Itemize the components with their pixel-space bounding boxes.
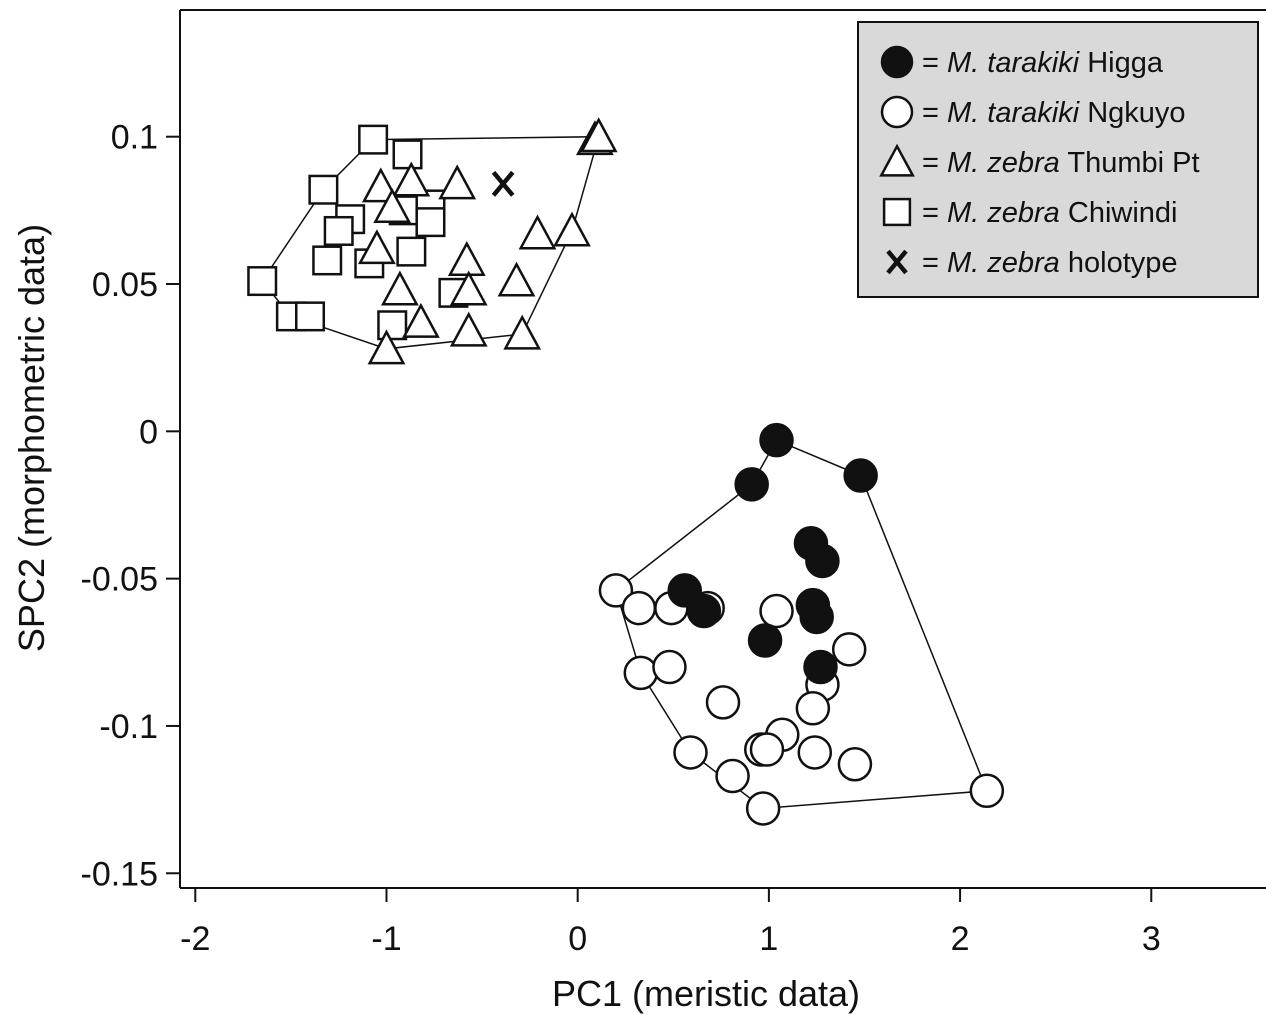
y-axis-ticks: 0.1 0.05 0 -0.05 -0.1 -0.15: [81, 119, 180, 893]
data-point: [381, 270, 419, 306]
legend-symbol-open-circle: [880, 95, 914, 129]
y-tick-label: -0.15: [81, 855, 159, 893]
data-point: [447, 240, 486, 276]
legend-label: = M. zebra Thumbi Pt: [922, 147, 1200, 179]
x-tick-label: 1: [759, 920, 778, 958]
data-point: [518, 214, 557, 250]
data-point: [497, 261, 536, 297]
data-point: [621, 590, 657, 626]
data-point: [831, 632, 867, 667]
data-point: [745, 791, 781, 826]
data-point: [749, 732, 785, 767]
x-tick-label: 3: [1142, 920, 1161, 958]
data-point: [799, 599, 834, 635]
data-point: [415, 207, 446, 238]
legend-symbol-filled-circle: [880, 45, 914, 79]
data-point: [438, 164, 477, 200]
legend-label: = M. zebra holotype: [922, 247, 1178, 279]
data-point: [392, 161, 431, 197]
data-point: [797, 735, 833, 770]
data-point: [705, 685, 741, 720]
x-tick-label: -1: [371, 920, 401, 958]
series-filled-circle: [667, 422, 878, 685]
legend-symbol-x-glyph: [886, 249, 908, 275]
legend-label: = M. zebra Chiwindi: [922, 197, 1178, 229]
data-point: [686, 593, 722, 629]
data-point: [715, 758, 750, 794]
data-point: [358, 229, 396, 265]
legend-item: = M. tarakiki Ngkuyo: [880, 95, 1186, 129]
data-point: [747, 623, 783, 658]
series-x-glyph: [491, 170, 515, 197]
data-point: [361, 167, 400, 203]
y-tick-label: 0.05: [92, 266, 158, 304]
data-point: [803, 649, 838, 685]
x-tick-label: 0: [568, 920, 587, 958]
legend: = M. tarakiki Higga = M. tarakiki Ngkuyo =…: [857, 21, 1259, 298]
legend-label: = M. tarakiki Ngkuyo: [922, 97, 1186, 129]
data-point: [805, 543, 840, 579]
data-point: [392, 139, 423, 170]
legend-item: = M. zebra Chiwindi: [882, 197, 1178, 229]
legend-box: [857, 21, 1259, 298]
data-point: [396, 236, 427, 267]
data-point: [308, 174, 339, 205]
data-point: [247, 266, 278, 297]
x-tick-label: -2: [180, 920, 210, 958]
y-axis-title: SPC2 (morphometric data): [11, 224, 52, 652]
data-point: [449, 311, 488, 347]
data-point: [759, 593, 794, 629]
legend-item: = M. tarakiki Higga: [880, 45, 1164, 79]
data-point: [295, 301, 326, 332]
data-point: [579, 117, 618, 153]
data-point: [598, 573, 634, 608]
data-point: [969, 773, 1005, 809]
series-open-triangle: [358, 117, 618, 365]
data-point: [652, 649, 687, 685]
data-point: [358, 124, 389, 155]
legend-items: = M. tarakiki Higga = M. tarakiki Ngkuyo =…: [879, 45, 1200, 279]
data-point: [623, 655, 659, 691]
data-point: [837, 747, 873, 782]
data-point: [673, 735, 708, 770]
data-point: [373, 187, 412, 223]
x-axis-ticks: -2 -1 0 1 2 3: [180, 888, 1161, 958]
x-axis-title: PC1 (meristic data): [552, 973, 860, 1014]
legend-item: = M. zebra Thumbi Pt: [879, 143, 1200, 179]
data-point: [759, 422, 794, 458]
series-open-square: [247, 124, 469, 341]
y-tick-label: 0: [139, 413, 158, 451]
data-point: [553, 211, 591, 247]
y-tick-label: -0.1: [99, 708, 158, 746]
y-tick-label: -0.05: [81, 561, 159, 599]
y-tick-label: 0.1: [111, 119, 158, 157]
legend-item: = M. zebra holotype: [886, 247, 1178, 279]
data-point: [734, 467, 769, 502]
data-point: [795, 691, 831, 726]
data-point: [323, 215, 354, 246]
data-point: [503, 314, 542, 350]
x-tick-label: 2: [951, 920, 970, 958]
legend-symbol-open-square: [882, 197, 912, 227]
legend-label: = M. tarakiki Higga: [922, 47, 1164, 79]
data-point: [449, 270, 488, 306]
data-points: [247, 117, 1005, 826]
data-point: [402, 302, 440, 338]
data-point: [843, 458, 878, 493]
legend-symbol-open-triangle: [879, 143, 915, 177]
data-point: [312, 245, 343, 276]
data-point: [377, 310, 408, 341]
data-point: [367, 329, 406, 365]
data-point: [491, 170, 515, 197]
